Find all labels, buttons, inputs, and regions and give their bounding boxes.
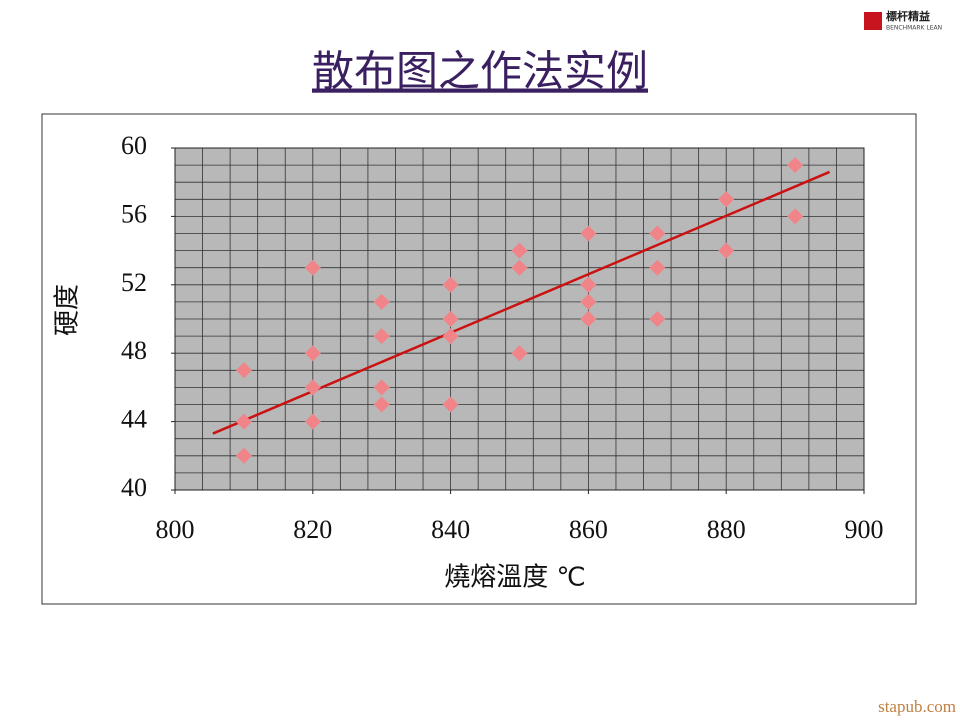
scatter-point — [787, 157, 804, 174]
scatter-point — [442, 276, 459, 293]
scatter-point — [235, 413, 252, 430]
scatter-point — [511, 345, 528, 362]
scatter-point — [787, 208, 804, 225]
scatter-point — [373, 328, 390, 345]
y-tick-label: 60 — [121, 131, 147, 160]
logo: 標杆精益 BENCHMARK LEAN — [864, 9, 942, 32]
logo-icon — [864, 12, 882, 30]
logo-name: 標杆精益 — [886, 9, 930, 23]
scatter-point — [580, 276, 597, 293]
scatter-point — [580, 225, 597, 242]
y-tick-label: 40 — [121, 473, 147, 502]
scatter-point — [304, 259, 321, 276]
scatter-point — [649, 225, 666, 242]
scatter-point — [304, 345, 321, 362]
scatter-point — [511, 259, 528, 276]
y-tick-label: 52 — [121, 268, 147, 297]
scatter-point — [373, 396, 390, 413]
scatter-point — [649, 311, 666, 327]
y-axis-label: 硬度 — [53, 284, 83, 336]
x-tick-label: 800 — [156, 515, 195, 544]
scatter-point — [649, 259, 666, 276]
x-tick-label: 820 — [293, 515, 332, 544]
x-tick-label: 860 — [569, 515, 608, 544]
scatter-point — [442, 328, 459, 345]
y-tick-label: 56 — [121, 199, 147, 228]
scatter-point — [580, 293, 597, 310]
scatter-point — [304, 379, 321, 396]
x-axis-label: 燒熔溫度 ℃ — [444, 563, 585, 593]
scatter-point — [511, 242, 528, 259]
y-tick-label: 44 — [121, 405, 147, 434]
scatter-point — [235, 447, 252, 464]
scatter-point — [442, 311, 459, 327]
scatter-point — [718, 242, 735, 259]
logo-subtitle: BENCHMARK LEAN — [886, 25, 942, 32]
scatter-point — [580, 311, 597, 327]
scatter-point — [442, 396, 459, 413]
y-tick-label: 48 — [121, 336, 147, 365]
x-tick-label: 840 — [431, 515, 470, 544]
watermark: stapub.com — [878, 697, 956, 716]
plot-border — [174, 147, 865, 491]
scatter-point — [718, 191, 735, 208]
scatter-point — [373, 379, 390, 396]
scatter-point — [304, 413, 321, 430]
scatter-point — [373, 293, 390, 310]
scatter-point — [235, 362, 252, 379]
chart-title: 散布图之作法实例 — [312, 47, 648, 96]
x-tick-label: 880 — [707, 515, 746, 544]
x-tick-label: 900 — [845, 515, 884, 544]
